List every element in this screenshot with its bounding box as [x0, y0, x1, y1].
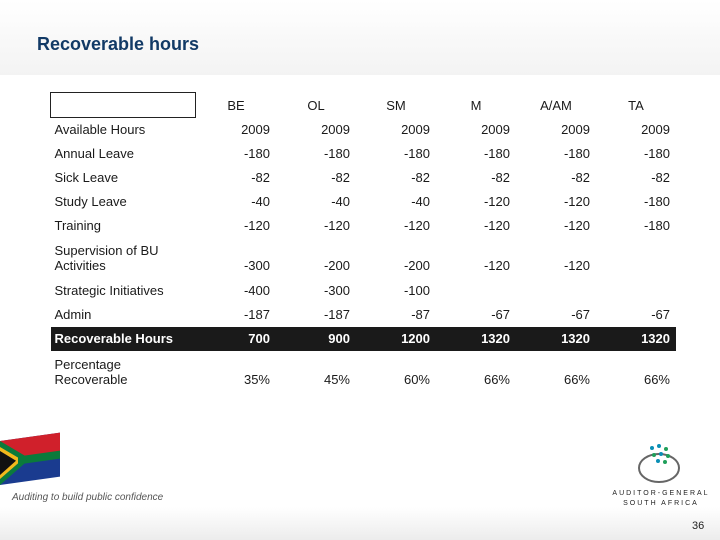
table-cell: -180	[643, 146, 670, 161]
table-cell: 2009	[641, 122, 670, 137]
table-cell: -120	[483, 218, 510, 233]
table-cell: -187	[276, 302, 356, 327]
table-row: Sick Leave -82 -82 -82 -82 -82 -82	[51, 166, 677, 190]
table-cell: -40	[411, 194, 430, 209]
table-cell: -300	[243, 257, 270, 273]
page-number: 36	[692, 520, 705, 532]
row-label: Admin	[50, 302, 196, 327]
table-cell	[436, 279, 516, 303]
table-cell: -82	[251, 170, 270, 185]
tagline-text: Auditing to build public confidence	[12, 492, 164, 503]
table-cell: 2009	[401, 122, 430, 137]
column-header-a-am: A/AM	[540, 97, 572, 113]
table-row: Supervision of BU Activities -300 -200 -…	[51, 238, 677, 279]
table-cell: -180	[403, 146, 430, 161]
slide-title: Recoverable hours	[37, 34, 200, 54]
table-row: Study Leave -40 -40 -40 -120 -120 -180	[51, 190, 677, 214]
table-cell	[596, 238, 676, 279]
table-cell: -120	[563, 218, 590, 233]
table-header-row: BE OL SM M A/AM TA	[50, 92, 677, 118]
table-row: Annual Leave -180 -180 -180 -180 -180 -1…	[51, 142, 677, 166]
row-label: Strategic Initiatives	[54, 283, 164, 298]
table-row: Admin -187 -187 -87 -67 -67 -67	[50, 302, 676, 327]
table-cell: -120	[483, 194, 510, 209]
table-cell: -300	[323, 283, 350, 298]
recoverable-hours-table: BE OL SM M A/AM TA Available Hours 2009 …	[50, 92, 676, 393]
table-cell: -187	[195, 302, 276, 327]
table-cell: 35%	[243, 371, 270, 387]
column-header-be: BE	[227, 97, 245, 113]
table-cell: -67	[516, 302, 596, 327]
table-cell: -67	[436, 302, 516, 327]
south-africa-flag-icon	[0, 432, 60, 485]
table-cell: 1200	[356, 326, 436, 351]
table-cell: -82	[571, 170, 590, 185]
column-header-sm: SM	[386, 97, 406, 113]
table-cell: -180	[643, 194, 670, 209]
table-cell: -40	[251, 194, 270, 209]
table-row: Training -120 -120 -120 -120 -120 -180	[51, 214, 677, 238]
table-cell: -180	[323, 146, 350, 161]
column-header-m: M	[470, 97, 482, 113]
table-cell: 900	[276, 326, 356, 351]
auditor-general-logo-icon	[638, 444, 680, 483]
table-cell: -180	[483, 146, 510, 161]
table-cell: 45%	[323, 371, 350, 387]
header-band	[0, 0, 720, 75]
table-cell: -87	[356, 302, 436, 327]
table-cell: -200	[403, 257, 430, 273]
table-cell: 2009	[241, 122, 270, 137]
table-cell: -40	[331, 194, 350, 209]
table-cell: -120	[483, 257, 510, 273]
table-cell: -82	[491, 170, 510, 185]
table-cell: 2009	[481, 122, 510, 137]
table-cell: -400	[243, 283, 270, 298]
column-header-ol: OL	[307, 97, 325, 113]
table-cell: 700	[195, 326, 276, 351]
logo-text: AUDITOR-GENERAL SOUTH AFRICA	[608, 489, 714, 509]
row-label: Sick Leave	[54, 170, 119, 185]
row-label: Annual Leave	[54, 146, 135, 161]
table-cell: -180	[243, 146, 270, 161]
table-cell: -67	[596, 302, 676, 327]
row-label: Available Hours	[54, 122, 146, 138]
logo-text-line1: AUDITOR-GENERAL	[612, 490, 710, 497]
table-cell: 66%	[563, 371, 590, 387]
table-cell: -82	[651, 170, 670, 185]
row-label: Percentage Recoverable	[50, 350, 196, 393]
footer-band	[0, 507, 720, 540]
table-cell	[516, 279, 596, 303]
table-cell: -82	[411, 170, 430, 185]
column-header-ta: TA	[628, 97, 644, 113]
table-cell: -180	[563, 146, 590, 161]
table-cell: 2009	[561, 122, 590, 137]
table-row: Strategic Initiatives -400 -300 -100	[51, 279, 677, 303]
row-label: Study Leave	[54, 194, 127, 209]
table-cell: 60%	[403, 371, 430, 387]
row-label: Training	[54, 218, 101, 233]
row-label: Recoverable Hours	[50, 326, 196, 351]
logo-text-line2: SOUTH AFRICA	[623, 500, 699, 507]
table-cell: 1320	[596, 326, 676, 351]
table-cell: -120	[563, 257, 590, 273]
table-cell: -82	[331, 170, 350, 185]
table-cell: 2009	[321, 122, 350, 137]
table-cell: 66%	[643, 371, 670, 387]
table-row: Percentage Recoverable 35% 45% 60% 66% 6…	[50, 350, 677, 393]
table-cell: -120	[563, 194, 590, 209]
header-blank-cell	[50, 92, 196, 118]
table-cell: -200	[323, 257, 350, 273]
table-cell: -120	[323, 218, 350, 233]
row-label: Supervision of BU Activities	[54, 243, 159, 273]
table-cell: 1320	[516, 326, 596, 351]
table-cell: -100	[403, 283, 430, 298]
table-cell: -120	[403, 218, 430, 233]
table-cell: -180	[643, 218, 670, 233]
table-cell: 1320	[436, 326, 516, 351]
recoverable-hours-row: Recoverable Hours 700 900 1200 1320 1320…	[50, 326, 676, 351]
table-row: Available Hours 2009 2009 2009 2009 2009…	[51, 118, 677, 142]
table-cell	[596, 279, 676, 303]
table-cell: 66%	[483, 371, 510, 387]
table-cell: -120	[243, 218, 270, 233]
